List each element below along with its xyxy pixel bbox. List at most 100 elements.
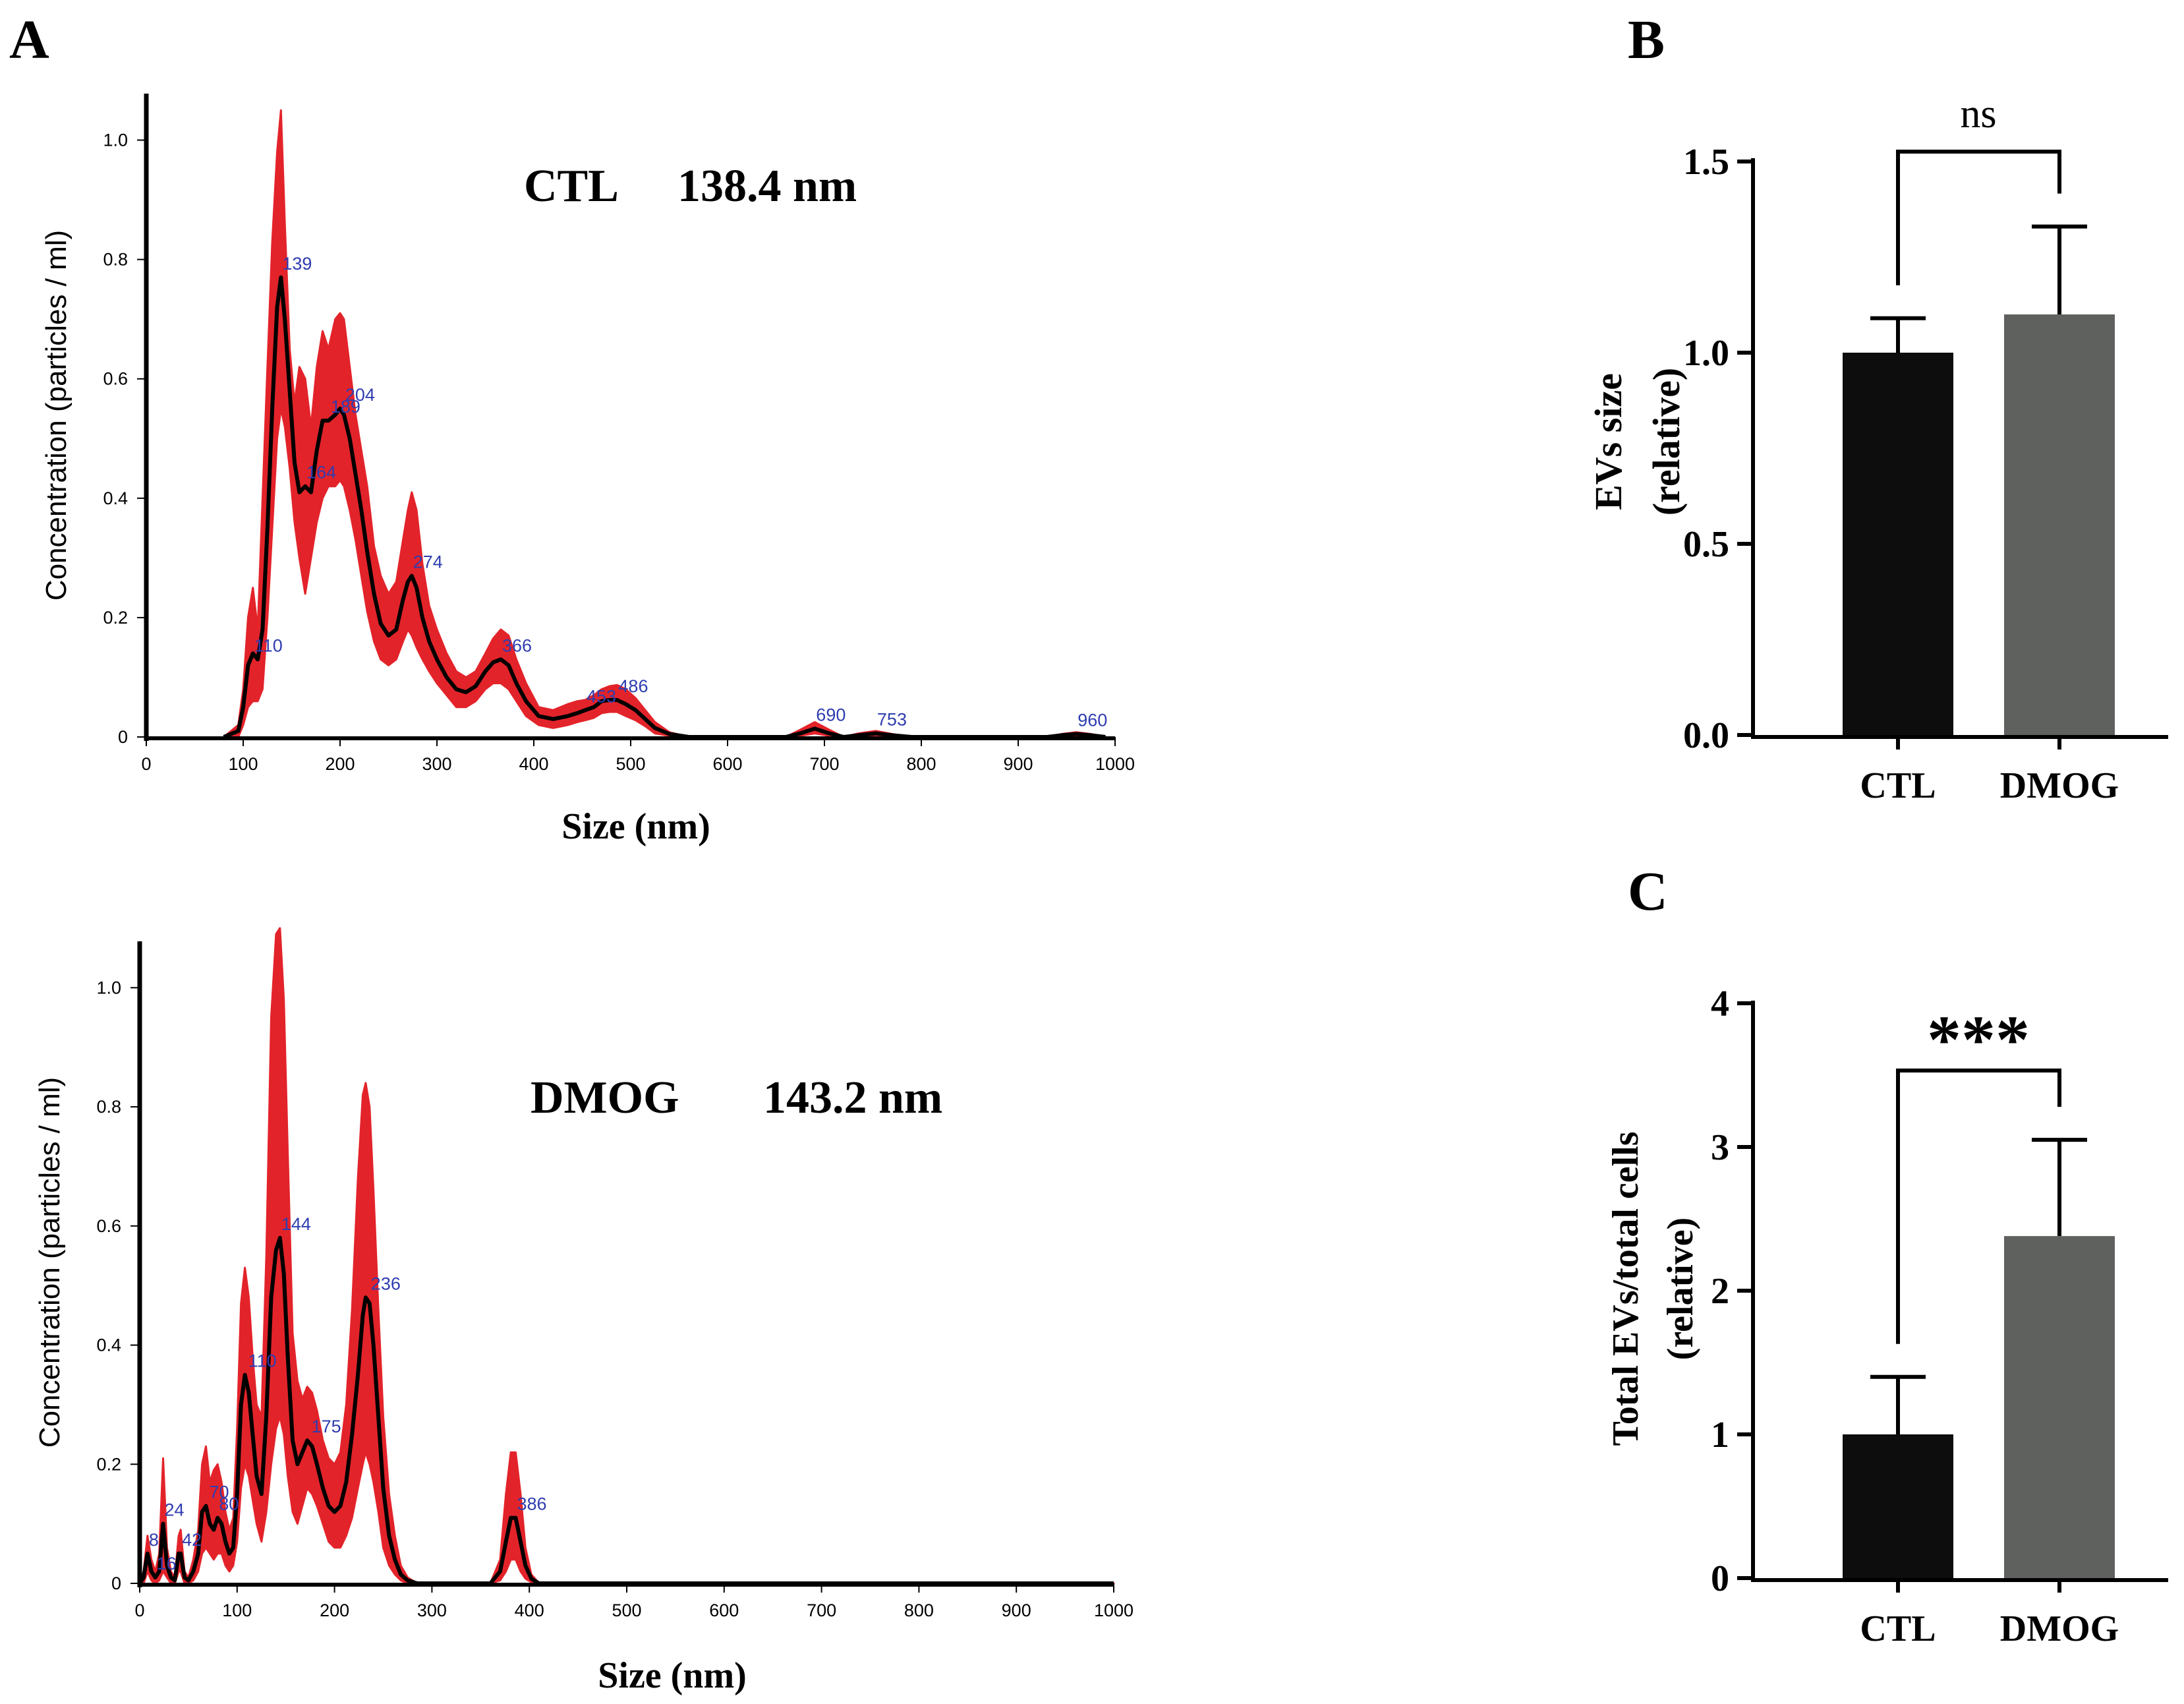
- nta-ctl-y-tick-label: 1.0: [103, 131, 128, 150]
- nta-ctl-y-tick-label: 0.2: [103, 608, 128, 628]
- nta-ctl-peak-label: 366: [502, 635, 532, 655]
- nta-ctl-x-tick-label: 900: [1003, 754, 1033, 774]
- bar-c-y-tick-label: 2: [1711, 1271, 1729, 1312]
- nta-dmog-y-tick-label: 0.2: [96, 1454, 121, 1474]
- ctl-nta-band-layer: [223, 109, 1106, 738]
- nta-ctl-peak-label: 960: [1078, 710, 1107, 730]
- dmog-nta-y-axis-label: Concentration (particles / ml): [34, 1077, 66, 1448]
- nta-ctl-y-tick-label: 0.4: [103, 488, 128, 508]
- nta-dmog-peak-label: 236: [371, 1274, 401, 1293]
- nta-ctl-x-tick-label: 300: [422, 754, 451, 774]
- nta-dmog-peak-label: 8: [149, 1530, 159, 1550]
- nta-ctl-y-tick-label: 0.6: [103, 369, 128, 389]
- nta-dmog-peak-label: 110: [248, 1351, 277, 1371]
- bar-c-bar-ctl: [1843, 1434, 1953, 1578]
- dmog-nta-x-axis-label: Size (nm): [598, 1655, 747, 1696]
- ctl-nta-chart: 0 100 200 300 400 500 600 700 800 900 1000 0 0.2 0.4 0…: [40, 94, 1135, 847]
- nta-ctl-peak-label: 753: [877, 710, 907, 730]
- panel-letter-b: B: [1628, 9, 1665, 71]
- nta-ctl-x-tick-label: 600: [712, 754, 742, 774]
- bar-b-bar-dmog: [2004, 314, 2115, 735]
- nta-dmog-peak-label: 175: [312, 1417, 341, 1436]
- nta-ctl-x-tick-label: 800: [906, 754, 936, 774]
- nta-dmog-x-tick-label: 500: [612, 1601, 641, 1620]
- ev-size-bars: CTL DMOG: [1843, 150, 2119, 806]
- total-evs-bars: CTL DMOG: [1843, 1069, 2119, 1649]
- nta-ctl-peak-label: 139: [282, 254, 312, 274]
- bar-b-category-label: DMOG: [2000, 765, 2119, 806]
- bar-c-significance-bracket: [1896, 1069, 2061, 1344]
- panel-letter-c: C: [1628, 861, 1668, 922]
- nta-dmog-x-tick-label: 0: [134, 1601, 144, 1620]
- nta-dmog-y-tick-label: 0.6: [96, 1216, 121, 1236]
- nta-dmog-x-tick-label: 600: [709, 1601, 739, 1620]
- ev-size-y-label-line1: EVs size: [1587, 373, 1630, 510]
- bar-c-category-label: CTL: [1860, 1608, 1936, 1649]
- total-evs-y-label-line1: Total EVs/total cells: [1605, 1131, 1646, 1446]
- nta-ctl-x-tick-label: 500: [616, 754, 645, 774]
- nta-dmog-peak-label: 386: [517, 1494, 547, 1514]
- dmog-nta-band-layer: [138, 927, 1115, 1585]
- dmog-nta-mean-size: 143.2 nm: [763, 1072, 942, 1123]
- nta-ctl-x-tick-label: 400: [519, 754, 548, 774]
- nta-ctl-x-tick-label: 1000: [1095, 754, 1135, 774]
- bar-c-y-tick-label: 0: [1711, 1558, 1729, 1599]
- dmog-nta-chart: 0 100 200 300 400 500 600 700 800 900 1000 0 0.2 0.4 0…: [34, 927, 1134, 1696]
- nta-ctl-x-tick-label: 200: [325, 754, 355, 774]
- bar-b-category-label: CTL: [1860, 765, 1936, 806]
- ctl-nta-title: CTL: [524, 161, 619, 212]
- nta-dmog-x-tick-label: 800: [904, 1601, 934, 1620]
- ev-size-y-label-line2: (relative): [1645, 368, 1688, 515]
- nta-ctl-variance-band: [223, 109, 1106, 738]
- nta-ctl-peak-label: 110: [254, 635, 283, 655]
- ctl-nta-mean-layer: [223, 275, 1106, 739]
- nta-ctl-peak-label: 486: [618, 676, 648, 696]
- ctl-nta-y-axis-label: Concentration (particles / ml): [40, 230, 72, 601]
- nta-dmog-x-tick-label: 400: [515, 1601, 544, 1620]
- nta-ctl-peak-label: 274: [413, 552, 443, 572]
- ctl-nta-x-axis-label: Size (nm): [561, 806, 710, 847]
- nta-dmog-y-tick-label: 1.0: [96, 978, 121, 997]
- bar-b-y-tick-label: 1.5: [1683, 142, 1729, 183]
- nta-ctl-peak-label: 189: [331, 397, 360, 417]
- total-evs-significance: ***: [1927, 1002, 2030, 1078]
- nta-ctl-peak-label: 204: [345, 385, 375, 405]
- nta-ctl-peak-label: 164: [306, 463, 336, 483]
- nta-dmog-x-tick-label: 300: [417, 1601, 447, 1620]
- nta-ctl-y-tick-label: 0: [118, 727, 128, 747]
- nta-ctl-peak-label: 453: [587, 686, 616, 706]
- nta-dmog-x-tick-label: 1000: [1094, 1601, 1134, 1620]
- nta-dmog-peak-label: 80: [219, 1494, 239, 1514]
- nta-dmog-variance-band: [138, 927, 1115, 1585]
- nta-ctl-peak-label: 690: [816, 705, 846, 724]
- nta-ctl-y-tick-label: 0.8: [103, 250, 128, 270]
- bar-b-y-tick-label: 0.0: [1683, 715, 1729, 756]
- nta-dmog-peak-label: 16: [157, 1554, 177, 1573]
- nta-dmog-x-tick-label: 700: [807, 1601, 836, 1620]
- total-evs-y-label-line2: (relative): [1660, 1218, 1701, 1361]
- total-evs-ticks: 0 1 2 3 4: [1711, 984, 2061, 1599]
- nta-ctl-x-tick-label: 700: [809, 754, 839, 774]
- nta-ctl-x-tick-label: 100: [228, 754, 258, 774]
- bar-b-significance-bracket: [1896, 150, 2061, 285]
- nta-dmog-x-tick-label: 100: [222, 1601, 252, 1620]
- bar-c-y-tick-label: 4: [1711, 984, 1729, 1024]
- nta-dmog-peak-label: 70: [209, 1483, 229, 1502]
- bar-b-y-tick-label: 0.5: [1683, 524, 1729, 565]
- bar-b-bar-ctl: [1843, 353, 1953, 735]
- nta-ctl-mean-line: [223, 275, 1106, 739]
- ev-size-ticks: 0.0 0.5 1.0 1.5: [1683, 142, 2061, 756]
- bar-c-y-tick-label: 1: [1711, 1415, 1729, 1455]
- nta-dmog-peak-label: 144: [281, 1214, 311, 1234]
- nta-ctl-x-tick-label: 0: [141, 754, 151, 774]
- total-evs-chart: CTL DMOG 0 1 2 3 4 Total EVs/total cells (rel…: [1605, 984, 2168, 1649]
- dmog-nta-ticks: 0 100 200 300 400 500 600 700 800 900 1000 0 0.2 0.4 0…: [96, 978, 1134, 1620]
- nta-dmog-x-tick-label: 200: [320, 1601, 349, 1620]
- ctl-nta-mean-size: 138.4 nm: [677, 161, 857, 212]
- dmog-nta-title: DMOG: [531, 1072, 679, 1123]
- bar-b-y-tick-label: 1.0: [1683, 333, 1729, 374]
